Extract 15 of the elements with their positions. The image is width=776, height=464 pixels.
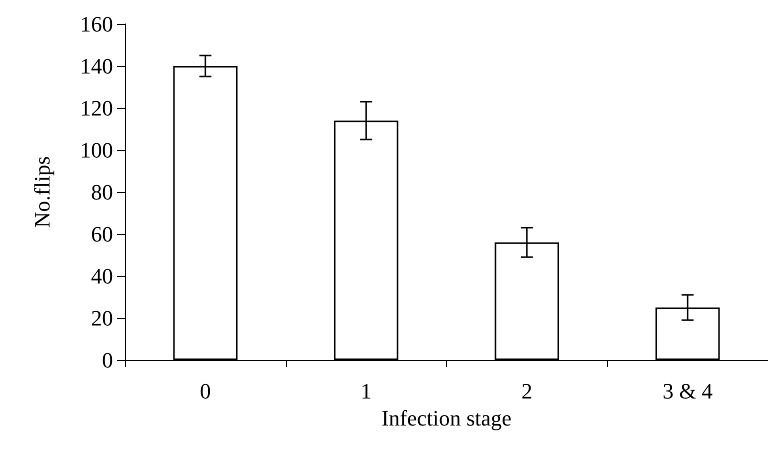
y-tick-label: 100 [80, 138, 113, 162]
y-tick-label: 120 [80, 96, 113, 120]
x-tick-label: 1 [360, 378, 372, 404]
x-tick-label: 3 & 4 [662, 378, 713, 404]
x-axis-title: Infection stage [381, 405, 512, 430]
y-tick-label: 140 [80, 54, 113, 78]
y-tick-label: 40 [91, 264, 113, 288]
y-tick-label: 160 [80, 12, 113, 36]
y-tick-label: 80 [91, 180, 113, 204]
y-tick-label: 0 [102, 348, 113, 372]
y-tick-label: 20 [91, 306, 113, 330]
x-tick-label: 2 [521, 378, 532, 404]
x-tick-label: 0 [200, 378, 211, 404]
y-tick-label: 60 [91, 222, 113, 246]
y-axis-title: No.flips [30, 156, 54, 228]
